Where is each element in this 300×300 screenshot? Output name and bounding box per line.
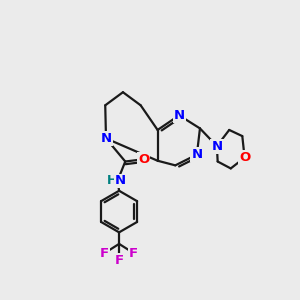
Text: H: H <box>107 174 117 187</box>
Text: F: F <box>115 254 124 267</box>
Text: F: F <box>100 247 109 260</box>
Text: N: N <box>100 132 112 145</box>
Text: O: O <box>138 153 149 166</box>
Text: O: O <box>239 151 250 164</box>
Text: N: N <box>211 140 223 153</box>
Text: F: F <box>129 247 138 260</box>
Text: N: N <box>174 109 185 122</box>
Text: N: N <box>191 148 203 161</box>
Text: N: N <box>114 174 125 187</box>
